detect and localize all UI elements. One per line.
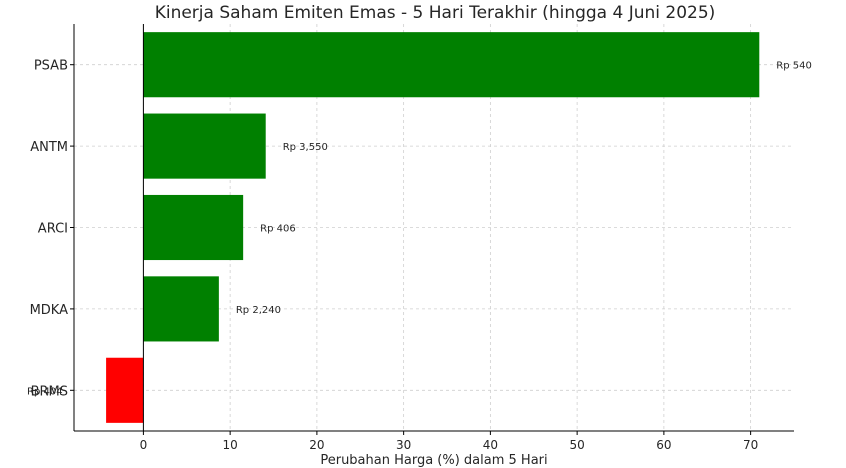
x-tick-label: 70 [743, 438, 758, 452]
x-tick-label: 0 [140, 438, 148, 452]
x-tick-label: 40 [483, 438, 498, 452]
y-tick-label: PSAB [34, 59, 68, 74]
x-tick-label: 20 [309, 438, 324, 452]
data-labels: Rp 540 Rp 3,550 Rp 406 Rp 2,240 Rp 404 [27, 61, 812, 398]
data-label: Rp 3,550 [283, 142, 328, 153]
x-axis-label: Perubahan Harga (%) dalam 5 Hari [320, 453, 547, 468]
bar-mdka [143, 276, 219, 342]
y-tick-label: BRMS [31, 384, 68, 399]
bar-brms [106, 357, 144, 423]
y-tick-label: ANTM [30, 140, 68, 155]
y-tick-label: MDKA [30, 303, 69, 318]
x-tick-label: 10 [223, 438, 238, 452]
chart-title: Kinerja Saham Emiten Emas - 5 Hari Terak… [155, 3, 716, 23]
data-label: Rp 406 [260, 224, 296, 235]
data-label: Rp 404 [27, 386, 63, 397]
x-tick-label: 30 [396, 438, 411, 452]
axes: 0 10 20 30 40 50 60 70 PSAB ANTM ARCI MDKA BRMS [30, 24, 794, 452]
bars [106, 32, 760, 423]
x-tick-label: 60 [656, 438, 671, 452]
bar-psab [143, 32, 760, 98]
data-label: Rp 540 [776, 61, 812, 72]
bar-arci [143, 194, 244, 261]
bar-antm [143, 113, 266, 179]
data-label: Rp 2,240 [236, 305, 281, 316]
x-tick-label: 50 [569, 438, 584, 452]
y-tick-label: ARCI [38, 222, 68, 237]
